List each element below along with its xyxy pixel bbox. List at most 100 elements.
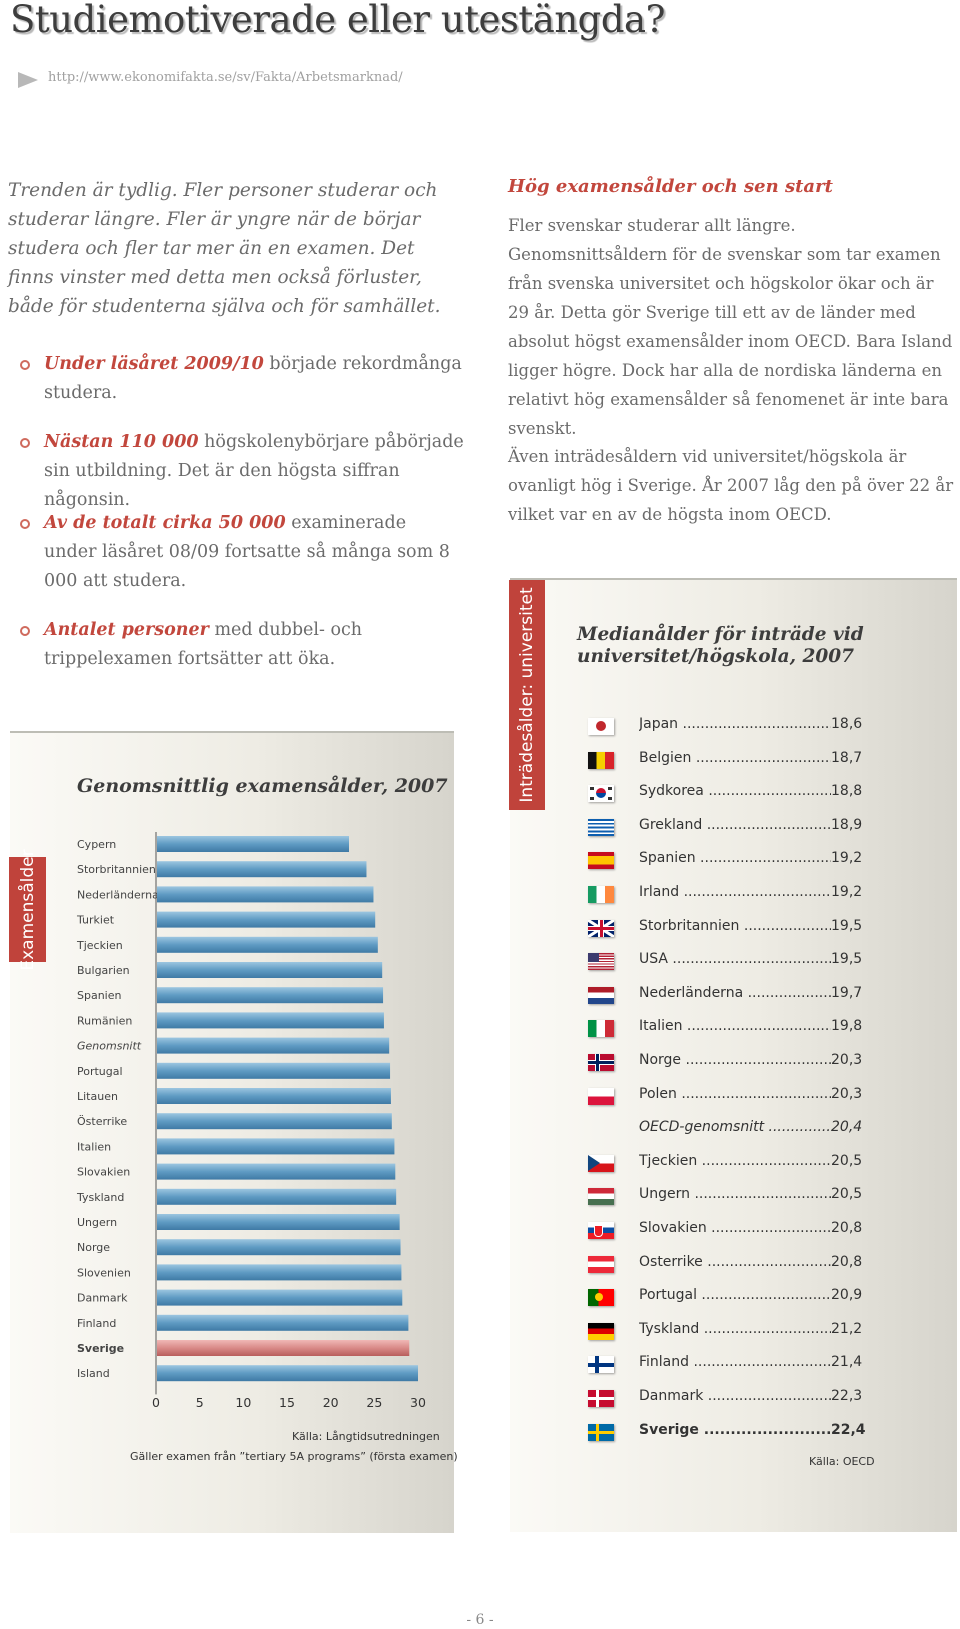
entry-age-value: 18,7: [831, 749, 863, 766]
entry-age-value: 19,8: [831, 1018, 863, 1035]
greece-flag-icon: [588, 818, 614, 836]
country-name: Tjeckien ...............................…: [639, 1152, 831, 1169]
country-name: Japan ..................................…: [639, 716, 831, 732]
section-heading: Hög examensålder och sen start: [508, 176, 833, 197]
italy-flag-icon: [588, 1020, 614, 1038]
bullet-icon: [20, 438, 30, 448]
entry-age-value: 19,2: [831, 884, 863, 900]
country-name: Ungern .................................…: [639, 1186, 831, 1203]
arrow-icon: [18, 72, 38, 88]
bullet-text: med dubbel- och trippelexamen fortsätter…: [44, 620, 363, 669]
entry-age-value: 18,6: [831, 716, 863, 732]
entry-age-row: Italien ................................…: [588, 1018, 908, 1038]
chart-source: Källa: Långtidsutredningen: [292, 1430, 440, 1443]
entry-age-row: Danmark ................................…: [588, 1388, 908, 1408]
bullet-emphasis: Nästan 110 000: [44, 432, 199, 452]
bullet-text: högskolenybörjare påbörjade sin utbildni…: [44, 432, 464, 510]
entry-age-row: Tyskland ...............................…: [588, 1321, 908, 1341]
entry-age-value: 21,2: [831, 1320, 863, 1337]
bullet-item: Antalet personer med dubbel- och trippel…: [20, 616, 424, 674]
entry-age-value: 20,9: [831, 1287, 863, 1304]
country-name: Italien ................................…: [639, 1018, 831, 1035]
entry-age-value: 20,4: [831, 1119, 863, 1136]
table-title: Medianålder för inträde vid universitet/…: [577, 624, 864, 667]
entry-age-row: Sydkorea ...............................…: [588, 783, 908, 803]
hungary-flag-icon: [588, 1188, 614, 1206]
entry-age-row: USA ....................................…: [588, 951, 908, 971]
panel-border: [510, 578, 957, 580]
entry-age-row: Slovakien ..............................…: [588, 1220, 908, 1240]
intro-paragraph: Trenden är tydlig. Fler personer studera…: [8, 180, 441, 317]
country-name: Portugal ...............................…: [639, 1287, 831, 1304]
country-name: Danmark ................................…: [639, 1388, 831, 1404]
entry-age-row: Portugal ...............................…: [588, 1287, 908, 1307]
entry-age-row: Belgien ................................…: [588, 750, 908, 770]
entry-age-row: Österrike ..............................…: [588, 1254, 908, 1274]
spain-flag-icon: [588, 852, 614, 870]
country-name: Sydkorea ...............................…: [639, 783, 831, 800]
chart-title: Genomsnittlig examensålder, 2007: [77, 775, 448, 797]
bullet-text: examinerade under läsåret 08/09 fortsatt…: [44, 513, 450, 591]
entry-age-row: Ungern .................................…: [588, 1186, 908, 1206]
bullet-text: började rekordmånga studera.: [44, 354, 462, 403]
country-name: Tyskland ...............................…: [639, 1320, 831, 1337]
entry-age-row: Spanien ................................…: [588, 850, 908, 870]
entry-age-row: OECD-genomsnitt ........................…: [588, 1119, 908, 1139]
entry-age-list: Japan ..................................…: [588, 716, 948, 1441]
entry-age-row: Grekland ...............................…: [588, 817, 908, 837]
austria-flag-icon: [588, 1255, 614, 1273]
sweden-flag-icon: [588, 1423, 614, 1441]
country-name: OECD-genomsnitt ........................…: [639, 1119, 831, 1136]
bullet-icon: [20, 519, 30, 529]
portugal-flag-icon: [588, 1289, 614, 1307]
country-name: USA ....................................…: [639, 951, 831, 968]
body-paragraph: Fler svenskar studerar allt längre. Geno…: [508, 216, 953, 438]
entry-age-row: Japan ..................................…: [588, 716, 908, 736]
entry-age-row: Storbritannien .........................…: [588, 918, 908, 938]
country-name: Irland .................................…: [639, 884, 831, 900]
bullet-emphasis: Av de totalt cirka 50 000: [44, 513, 286, 533]
entry-age-row: Polen ..................................…: [588, 1086, 908, 1106]
country-name: Spanien ................................…: [639, 850, 831, 867]
uk-flag-icon: [588, 919, 614, 937]
entry-age-value: 22,4: [831, 1421, 866, 1438]
country-name: Nederländerna ..........................…: [639, 984, 831, 1001]
slovakia-flag-icon: [588, 1222, 614, 1239]
entry-age-panel: [510, 580, 957, 1532]
country-name: Österrike ..............................…: [639, 1253, 831, 1270]
entry-age-row: Norge ..................................…: [588, 1052, 908, 1072]
body-paragraph: Även inträdesåldern vid universitet/högs…: [508, 447, 954, 524]
entry-age-value: 20,8: [831, 1253, 863, 1270]
entry-age-row: Tjeckien ...............................…: [588, 1153, 908, 1173]
entry-age-value: 19,2: [831, 850, 863, 867]
entry-age-value: 22,3: [831, 1388, 863, 1404]
country-name: Finland ................................…: [639, 1354, 831, 1371]
entry-age-row: Sverige ................................…: [588, 1422, 908, 1442]
czech-flag-icon: [588, 1154, 614, 1172]
bullet-emphasis: Antalet personer: [44, 620, 209, 640]
entry-age-value: 20,3: [831, 1085, 863, 1102]
entry-age-value: 20,5: [831, 1152, 863, 1169]
entry-age-value: 18,8: [831, 783, 863, 800]
belgium-flag-icon: [588, 751, 614, 769]
usa-flag-icon: [588, 953, 614, 971]
entry-age-value: 20,3: [831, 1052, 863, 1068]
netherlands-flag-icon: [588, 986, 614, 1004]
country-name: Polen ..................................…: [639, 1085, 831, 1102]
finland-flag-icon: [588, 1356, 614, 1374]
entry-age-value: 20,8: [831, 1220, 863, 1236]
country-name: Slovakien ..............................…: [639, 1220, 831, 1236]
country-name: Grekland ...............................…: [639, 816, 831, 833]
entry-age-value: 19,7: [831, 984, 863, 1001]
entry-age-row: Finland ................................…: [588, 1354, 908, 1374]
chart-note: Gäller examen från ”tertiary 5A programs…: [130, 1450, 458, 1463]
source-link[interactable]: http://www.ekonomifakta.se/sv/Fakta/Arbe…: [48, 70, 403, 85]
entry-age-row: Irland .................................…: [588, 884, 908, 904]
tab-label: Examensålder: [17, 848, 38, 971]
bullet-item: Under läsåret 2009/10 började rekordmång…: [20, 350, 464, 408]
country-name: Norge ..................................…: [639, 1052, 831, 1068]
panel-border: [10, 731, 454, 733]
entry-age-value: 19,5: [831, 917, 863, 934]
germany-flag-icon: [588, 1322, 614, 1340]
bullet-item: Nästan 110 000 högskolenybörjare påbörja…: [20, 428, 464, 515]
